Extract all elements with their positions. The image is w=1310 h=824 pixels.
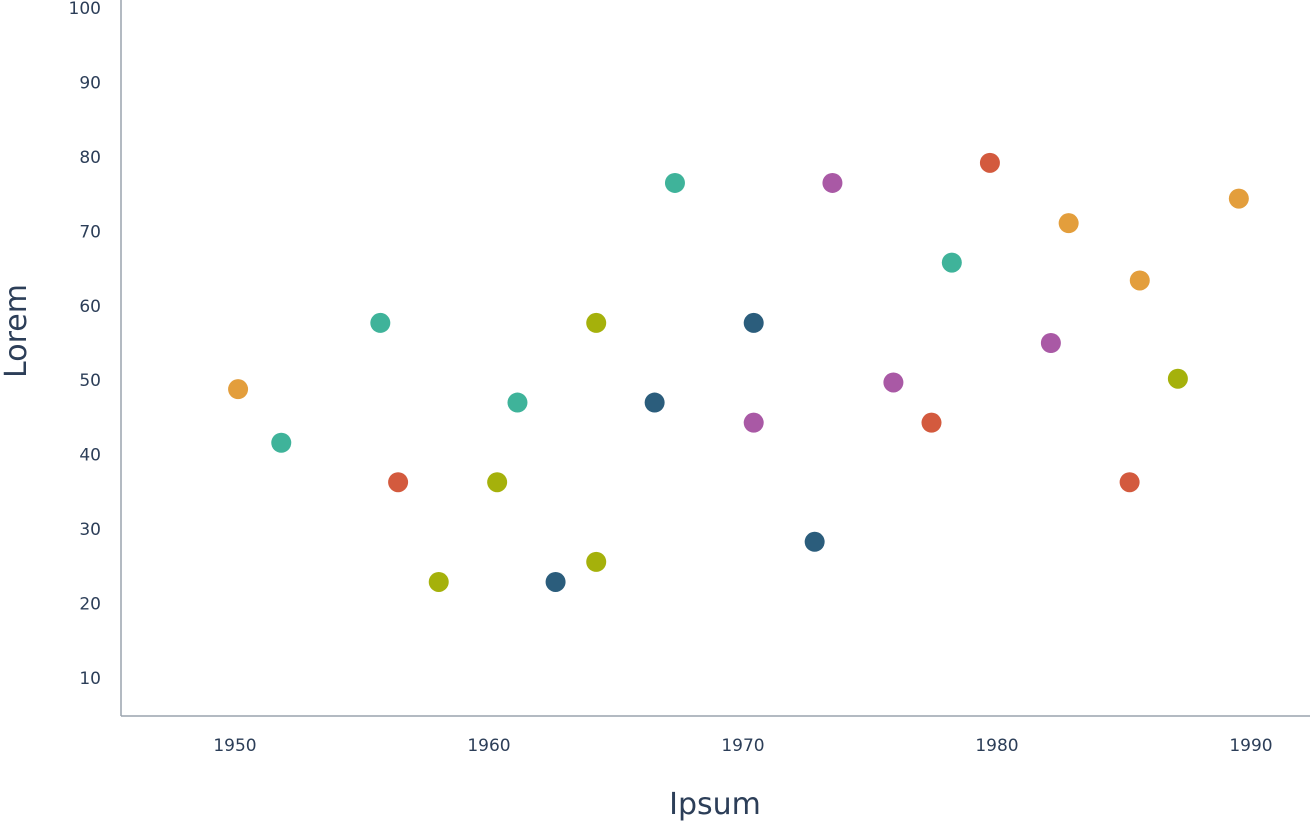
data-point [822,172,843,193]
data-points [228,152,1249,592]
data-point [271,432,292,453]
data-point [586,551,607,572]
y-tick-label: 30 [79,520,101,540]
data-point [883,372,904,393]
y-tick-label: 80 [79,148,101,168]
x-tick-label: 1950 [213,736,256,756]
x-tick-label: 1990 [1229,736,1272,756]
data-point [487,472,508,493]
data-point [1167,368,1188,389]
data-point [370,312,391,333]
data-point [979,152,1000,173]
y-tick-label: 20 [79,595,101,615]
data-point [644,392,665,413]
data-point [921,412,942,433]
y-tick-label: 90 [79,73,101,93]
data-point [507,392,528,413]
y-tick-labels: 10 20 30 40 50 60 70 80 90 100 [69,0,101,689]
y-tick-label: 70 [79,222,101,242]
x-tick-label: 1970 [721,736,764,756]
y-tick-label: 60 [79,297,101,317]
y-tick-label: 100 [69,0,101,19]
data-point [545,571,566,592]
data-point [941,252,962,273]
data-point [804,531,825,552]
y-tick-label: 40 [79,446,101,466]
y-tick-label: 50 [79,371,101,391]
data-point [228,379,249,400]
y-axis-title: Lorem [0,284,34,378]
data-point [586,312,607,333]
x-tick-label: 1980 [975,736,1018,756]
data-point [743,312,764,333]
data-point [1040,333,1061,353]
x-tick-labels: 1950 1960 1970 1980 1990 [213,736,1272,756]
data-point [1129,270,1150,291]
x-tick-label: 1960 [467,736,510,756]
data-point [388,472,409,493]
y-tick-label: 10 [79,669,101,689]
data-point [664,172,685,193]
data-point [743,412,764,433]
data-point [1228,188,1249,209]
data-point [1058,213,1079,234]
data-point [1119,472,1140,493]
x-axis-title: Ipsum [669,787,761,822]
data-point [428,571,449,592]
